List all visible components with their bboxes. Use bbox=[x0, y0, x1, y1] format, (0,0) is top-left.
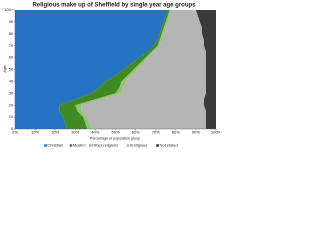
legend-label: Not stated bbox=[159, 143, 177, 148]
legend-swatch bbox=[126, 144, 130, 147]
legend-swatch bbox=[44, 144, 47, 147]
legend-label: Muslim bbox=[73, 143, 86, 148]
area bbox=[59, 10, 170, 129]
y-tick-label: 0 bbox=[11, 126, 14, 131]
y-tick-label: 50 bbox=[9, 67, 14, 72]
x-tick-label: 80% bbox=[172, 130, 180, 135]
legend-swatch bbox=[156, 144, 159, 147]
x-axis-label: Percentage of population group bbox=[90, 136, 140, 140]
x-tick-label: 30% bbox=[71, 130, 79, 135]
y-tick-label: 80 bbox=[9, 31, 14, 36]
x-tick-label: 50% bbox=[111, 130, 119, 135]
y-tick-label: 20 bbox=[9, 102, 14, 107]
chart-title: Religious make up of Sheffield by single… bbox=[32, 3, 196, 9]
legend-swatch bbox=[88, 144, 92, 147]
x-tick-label: 20% bbox=[51, 130, 59, 135]
legend-label: Other religions bbox=[92, 143, 118, 148]
y-tick-label: 60 bbox=[9, 55, 14, 60]
y-axis-label: Age bbox=[2, 65, 7, 73]
x-tick-label: 70% bbox=[152, 130, 160, 135]
x-tick-label: 40% bbox=[91, 130, 99, 135]
x-tick-label: 100% bbox=[211, 130, 220, 135]
area bbox=[195, 10, 216, 129]
y-tick-label: 30 bbox=[9, 90, 14, 95]
x-tick-label: 90% bbox=[192, 130, 200, 135]
legend-swatch bbox=[69, 144, 73, 147]
legend-label: Irreligious bbox=[130, 143, 147, 148]
y-tick-label: 70 bbox=[9, 43, 14, 48]
chart: Religious make up of Sheffield by single… bbox=[2, 3, 220, 148]
area bbox=[15, 10, 168, 129]
x-tick-label: 10% bbox=[31, 130, 39, 135]
x-tick-label: 0% bbox=[12, 130, 18, 135]
x-tick-label: 60% bbox=[132, 130, 140, 135]
y-tick-label: 90 bbox=[9, 19, 14, 24]
y-tick-label: 40 bbox=[9, 78, 14, 83]
area bbox=[81, 10, 206, 129]
y-tick-label: 100+ bbox=[4, 7, 14, 12]
area bbox=[75, 10, 172, 129]
legend-label: Christian bbox=[47, 143, 63, 148]
y-tick-label: 10 bbox=[9, 114, 14, 119]
